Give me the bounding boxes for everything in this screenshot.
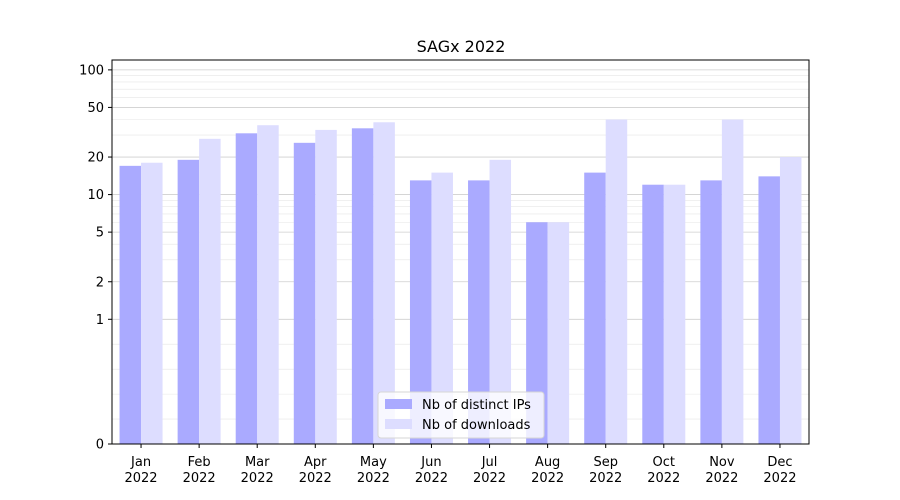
bar-downloads (489, 159, 512, 444)
bar-distinct-ips (177, 159, 200, 444)
axes: 0125102050100Jan2022Feb2022Mar2022Apr202… (79, 59, 810, 486)
bar-distinct-ips (119, 165, 142, 444)
x-tick-label-month: Feb (188, 455, 211, 470)
x-tick-label-month: Apr (304, 455, 327, 470)
x-tick-label-month: Jul (481, 455, 498, 470)
plot-frame (111, 59, 810, 445)
legend-label: Nb of downloads (422, 418, 531, 433)
x-tick-label-year: 2022 (124, 471, 157, 486)
grid (112, 69, 809, 420)
bar-downloads (315, 129, 337, 444)
legend-box (377, 391, 545, 439)
bar-distinct-ips (584, 172, 606, 444)
bars (119, 119, 802, 445)
legend: Nb of distinct IPs Nb of downloads (377, 391, 545, 439)
legend-swatch (385, 419, 412, 429)
y-tick-label: 10 (87, 188, 104, 203)
bar-downloads (605, 119, 628, 444)
legend-swatch (385, 399, 412, 409)
bar-distinct-ips (700, 180, 722, 444)
x-tick-label-month: Jan (130, 455, 151, 470)
x-tick-label-year: 2022 (241, 471, 274, 486)
y-tick-label: 1 (96, 313, 104, 328)
y-tick-label: 0 (96, 438, 104, 453)
x-tick-label-year: 2022 (763, 471, 796, 486)
x-tick-label-month: Aug (535, 455, 560, 470)
bar-downloads (547, 222, 570, 444)
bar-downloads (199, 138, 221, 444)
x-tick-label-year: 2022 (299, 471, 332, 486)
y-tick-label: 100 (79, 63, 104, 78)
x-tick-label-year: 2022 (531, 471, 564, 486)
x-tick-label-year: 2022 (415, 471, 448, 486)
x-tick-label-year: 2022 (589, 471, 622, 486)
bar-downloads (257, 125, 279, 445)
y-tick-label: 50 (87, 101, 104, 116)
bar-distinct-ips (235, 133, 258, 444)
x-tick-label-month: Sep (593, 455, 618, 470)
x-tick-label-month: Nov (709, 455, 735, 470)
x-tick-label-year: 2022 (183, 471, 216, 486)
chart-title: SAGx 2022 (417, 37, 506, 56)
y-tick-label: 20 (87, 151, 104, 166)
legend-label: Nb of distinct IPs (422, 398, 531, 413)
x-tick-label-month: May (360, 455, 387, 470)
x-tick-label-year: 2022 (473, 471, 506, 486)
x-tick-label-year: 2022 (705, 471, 738, 486)
x-tick-label-month: Mar (245, 455, 270, 470)
bar-distinct-ips (642, 184, 664, 444)
x-tick-label-month: Oct (653, 455, 675, 470)
bar-distinct-ips (409, 180, 432, 444)
bar-distinct-ips (758, 176, 780, 444)
bar-downloads (141, 162, 163, 444)
bar-downloads (721, 119, 744, 444)
bar-downloads (373, 122, 395, 445)
y-tick-label: 2 (96, 275, 104, 290)
x-tick-label-month: Jun (420, 455, 441, 470)
bar-distinct-ips (526, 222, 548, 444)
x-tick-label-year: 2022 (357, 471, 390, 486)
bar-downloads (431, 172, 453, 444)
x-tick-label-year: 2022 (647, 471, 680, 486)
bar-distinct-ips (293, 142, 316, 445)
y-tick-label: 5 (96, 226, 104, 241)
bar-distinct-ips (351, 128, 374, 445)
bar-distinct-ips (468, 180, 490, 444)
x-tick-label-month: Dec (767, 455, 792, 470)
bar-downloads (663, 184, 686, 444)
bar-downloads (779, 157, 802, 444)
